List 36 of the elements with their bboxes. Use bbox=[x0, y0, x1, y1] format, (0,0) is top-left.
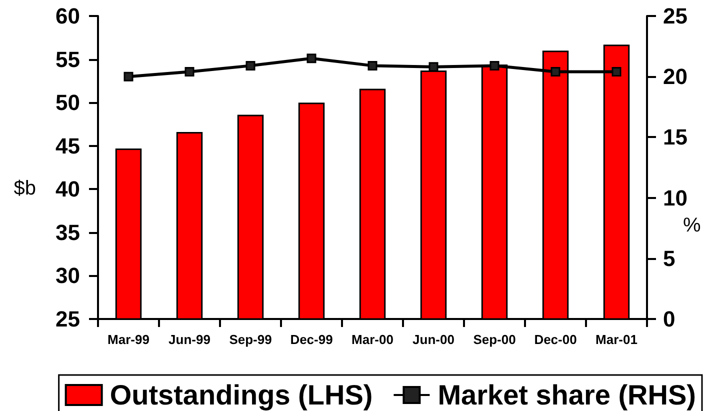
x-tick-label: Dec-99 bbox=[290, 332, 333, 347]
x-tick-label: Sep-00 bbox=[473, 332, 516, 347]
x-tick-label: Mar-00 bbox=[352, 332, 394, 347]
y2-tick-label: 25 bbox=[663, 4, 688, 28]
x-tick-label: Jun-99 bbox=[168, 332, 210, 347]
x-tick-label: Sep-99 bbox=[229, 332, 272, 347]
y2-tick-label: 0 bbox=[663, 306, 676, 332]
point bbox=[306, 54, 316, 64]
point bbox=[428, 62, 438, 72]
y-tick-label: 25 bbox=[56, 306, 80, 332]
y-axis-title: $b bbox=[14, 178, 36, 200]
y-tick-label: 60 bbox=[56, 4, 80, 28]
point bbox=[550, 67, 560, 76]
y-tick-label: 55 bbox=[56, 46, 80, 72]
point bbox=[368, 60, 378, 70]
legend-label: Market share (RHS) bbox=[438, 380, 696, 410]
x-tick-label: Mar-99 bbox=[108, 332, 150, 347]
x-tick-label: Dec-00 bbox=[534, 332, 577, 347]
point bbox=[490, 60, 500, 70]
point bbox=[124, 72, 134, 82]
y2-axis-title: % bbox=[683, 214, 701, 236]
y2-tick-label: 15 bbox=[663, 124, 688, 150]
x-tick-label: Mar-01 bbox=[596, 332, 638, 347]
y2-tick-label: 20 bbox=[663, 64, 688, 90]
y2-tick-label: 5 bbox=[663, 246, 676, 271]
legend-label: Outstandings (LHS) bbox=[110, 380, 373, 410]
point bbox=[612, 67, 622, 76]
point bbox=[184, 67, 194, 76]
y-tick-label: 45 bbox=[56, 133, 80, 158]
y-tick-label: 50 bbox=[56, 90, 80, 116]
y-tick-label: 30 bbox=[56, 263, 80, 288]
y-tick-label: 35 bbox=[56, 220, 80, 245]
y-tick-label: 40 bbox=[56, 176, 80, 202]
point bbox=[246, 60, 256, 70]
y2-tick-label: 10 bbox=[663, 185, 688, 210]
x-tick-label: Jun-00 bbox=[412, 332, 454, 347]
